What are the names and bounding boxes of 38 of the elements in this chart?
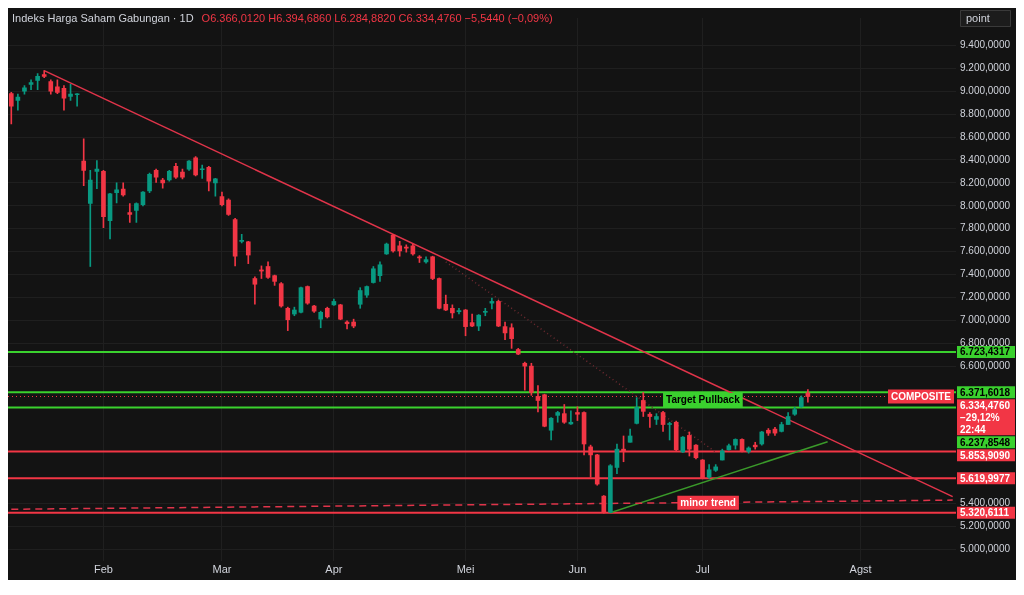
annotation: COMPOSITE — [891, 390, 952, 402]
x-tick-label: Mar — [212, 563, 232, 576]
y-tick-label: 6.800,0000 — [960, 336, 1011, 348]
x-tick-label: Feb — [93, 563, 113, 576]
y-tick-label: 5.000,0000 — [960, 543, 1011, 555]
y-tick-label: 9.400,0000 — [960, 39, 1011, 51]
x-tick-label: Apr — [325, 563, 343, 576]
y-tick-label: 5.200,0000 — [960, 520, 1011, 532]
x-tick-label: Mei — [456, 563, 475, 576]
y-tick-label: 8.400,0000 — [960, 153, 1011, 165]
y-tick-label: 7.800,0000 — [960, 222, 1011, 234]
ref-line-label: 5.853,9090 — [960, 449, 1011, 461]
chart-title: Indeks Harga Saham Gabungan · 1D — [12, 12, 194, 25]
ref-line-label: 6.334,4760 −29,12% 22:44 — [960, 399, 1011, 435]
y-tick-label: 7.600,0000 — [960, 245, 1011, 257]
x-tick-label: Agst — [849, 563, 872, 576]
ref-line-label: 6.237,8548 — [960, 436, 1011, 448]
ref-line-label: 6.371,6018 — [960, 386, 1011, 398]
chart-subtitle: O6.366,0120 H6.394,6860 L6.284,8820 C6.334,4760 −5,5440 (−0,09%) — [201, 12, 553, 25]
y-tick-label: 9.200,0000 — [960, 62, 1011, 74]
y-tick-label: 7.000,0000 — [960, 314, 1011, 326]
y-tick-label: 8.200,0000 — [960, 176, 1011, 188]
band-label: Target Pullback — [666, 394, 741, 406]
ref-line-label: 6.723,4317 — [960, 346, 1011, 358]
y-tick-label: 5.400,0000 — [960, 497, 1011, 509]
y-tick-label: 7.400,0000 — [960, 268, 1011, 280]
ref-line-label: 5.320,6111 — [960, 506, 1010, 518]
y-tick-label: 8.800,0000 — [960, 107, 1011, 119]
y-tick-label: 8.000,0000 — [960, 199, 1011, 211]
series-label: minor trend — [680, 497, 736, 508]
ref-line-label: 5.619,9977 — [960, 472, 1011, 484]
x-tick-label: Jun — [568, 563, 587, 576]
y-tick-label: 8.600,0000 — [960, 130, 1011, 142]
y-tick-label: 7.200,0000 — [960, 291, 1011, 303]
y-axis-title: point — [966, 11, 990, 24]
y-tick-label: 9.000,0000 — [960, 85, 1011, 97]
y-tick-label: 6.600,0000 — [960, 359, 1011, 371]
x-tick-label: Jul — [695, 563, 710, 576]
